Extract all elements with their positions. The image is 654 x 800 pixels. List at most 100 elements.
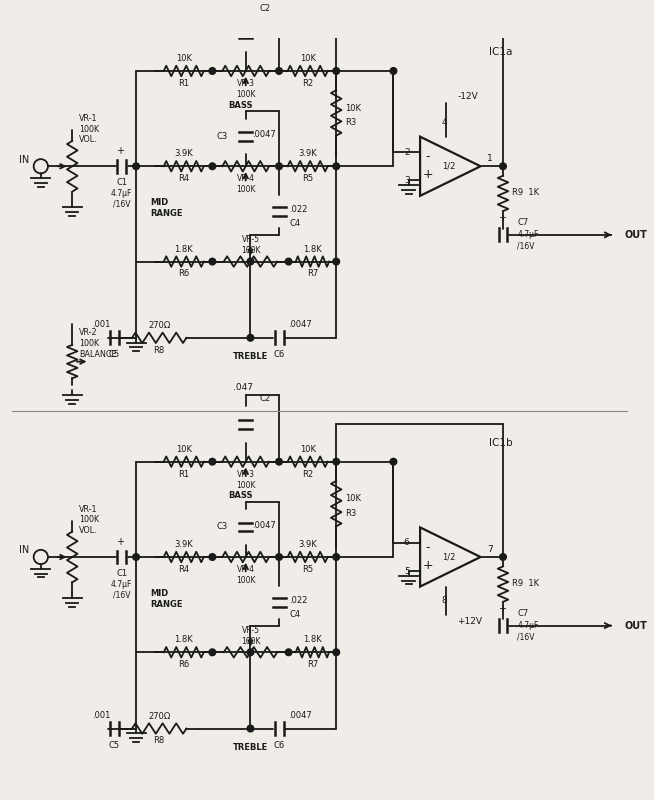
Circle shape: [276, 68, 283, 74]
Text: C4: C4: [290, 610, 301, 619]
Circle shape: [209, 258, 216, 265]
Text: 100K: 100K: [79, 125, 99, 134]
Text: 10K: 10K: [345, 104, 361, 113]
Text: 1.8K: 1.8K: [303, 245, 322, 254]
Text: R9  1K: R9 1K: [511, 578, 539, 588]
Text: .022: .022: [290, 205, 308, 214]
Text: 4.7µF: 4.7µF: [517, 621, 539, 630]
Circle shape: [209, 163, 216, 170]
Text: VR-5: VR-5: [241, 235, 260, 244]
Text: -: -: [426, 150, 430, 163]
Circle shape: [333, 554, 339, 560]
Circle shape: [333, 458, 339, 465]
Text: VR-5: VR-5: [241, 626, 260, 635]
Text: BASS: BASS: [229, 491, 253, 501]
Circle shape: [133, 163, 139, 170]
Text: /16V: /16V: [517, 633, 535, 642]
Text: C2: C2: [259, 3, 270, 13]
Text: 3.9K: 3.9K: [175, 540, 193, 549]
Text: 100K: 100K: [241, 246, 260, 255]
Text: C7: C7: [517, 218, 528, 227]
Circle shape: [500, 163, 506, 170]
Text: TREBLE: TREBLE: [233, 743, 268, 752]
Text: C6: C6: [273, 350, 284, 359]
Text: 1: 1: [487, 154, 493, 163]
Text: 100K: 100K: [79, 339, 99, 348]
Text: 10K: 10K: [300, 445, 316, 454]
Text: 10K: 10K: [345, 494, 361, 503]
Text: R7: R7: [307, 270, 318, 278]
Text: C1: C1: [116, 178, 128, 187]
Text: .001: .001: [92, 320, 110, 329]
Text: +: +: [116, 537, 124, 546]
Circle shape: [209, 458, 216, 465]
Text: VOL.: VOL.: [79, 135, 97, 144]
Text: R5: R5: [302, 174, 313, 183]
Circle shape: [276, 458, 283, 465]
Text: 2: 2: [404, 148, 409, 157]
Circle shape: [333, 163, 339, 170]
Text: VR-2: VR-2: [79, 327, 97, 337]
Text: R9  1K: R9 1K: [511, 188, 539, 197]
Text: 100K: 100K: [79, 515, 99, 524]
Text: R6: R6: [178, 270, 190, 278]
Text: R5: R5: [302, 565, 313, 574]
Text: VR-1: VR-1: [79, 114, 97, 123]
Text: +: +: [116, 146, 124, 156]
Text: -12V: -12V: [457, 92, 478, 101]
Text: IN: IN: [18, 546, 29, 555]
Text: 3.9K: 3.9K: [298, 150, 317, 158]
Text: R3: R3: [345, 509, 356, 518]
Circle shape: [390, 68, 397, 74]
Text: 10K: 10K: [176, 54, 192, 63]
Text: 100K: 100K: [236, 481, 256, 490]
Circle shape: [209, 554, 216, 560]
Circle shape: [390, 458, 397, 465]
Text: C4: C4: [290, 219, 301, 229]
Circle shape: [285, 649, 292, 656]
Circle shape: [209, 68, 216, 74]
Text: +12V: +12V: [457, 618, 482, 626]
Text: 1.8K: 1.8K: [175, 635, 193, 644]
Text: R4: R4: [178, 174, 189, 183]
Text: C5: C5: [109, 741, 120, 750]
Text: 270Ω: 270Ω: [148, 321, 170, 330]
Text: 100K: 100K: [236, 576, 256, 585]
Text: 1/2: 1/2: [442, 553, 455, 562]
Text: 270Ω: 270Ω: [148, 712, 170, 721]
Text: R1: R1: [178, 470, 189, 478]
Text: RANGE: RANGE: [150, 600, 183, 609]
Text: 100K: 100K: [241, 637, 260, 646]
Circle shape: [333, 68, 339, 74]
Circle shape: [276, 554, 283, 560]
Text: /16V: /16V: [113, 590, 131, 599]
Text: .0047: .0047: [288, 710, 313, 720]
Text: VR-3: VR-3: [237, 470, 254, 478]
Text: 10K: 10K: [176, 445, 192, 454]
Text: 1.8K: 1.8K: [175, 245, 193, 254]
Text: MID: MID: [150, 589, 169, 598]
Text: R8: R8: [154, 737, 165, 746]
Text: R2: R2: [302, 79, 313, 88]
Text: .001: .001: [92, 710, 110, 720]
Text: C6: C6: [273, 741, 284, 750]
Text: .0047: .0047: [288, 320, 313, 329]
Text: BASS: BASS: [229, 101, 253, 110]
Text: 8: 8: [441, 596, 447, 606]
Text: 7: 7: [487, 545, 493, 554]
Text: R2: R2: [302, 470, 313, 478]
Circle shape: [333, 649, 339, 656]
Circle shape: [247, 258, 254, 265]
Text: IN: IN: [18, 154, 29, 165]
Text: .047: .047: [233, 0, 253, 1]
Text: C3: C3: [216, 132, 228, 141]
Text: R7: R7: [307, 660, 318, 669]
Text: VR-4: VR-4: [237, 565, 254, 574]
Circle shape: [209, 649, 216, 656]
Text: +: +: [422, 559, 433, 572]
Circle shape: [285, 258, 292, 265]
Text: 4: 4: [441, 118, 447, 127]
Text: VOL.: VOL.: [79, 526, 97, 535]
Text: R6: R6: [178, 660, 190, 669]
Text: C1: C1: [116, 569, 128, 578]
